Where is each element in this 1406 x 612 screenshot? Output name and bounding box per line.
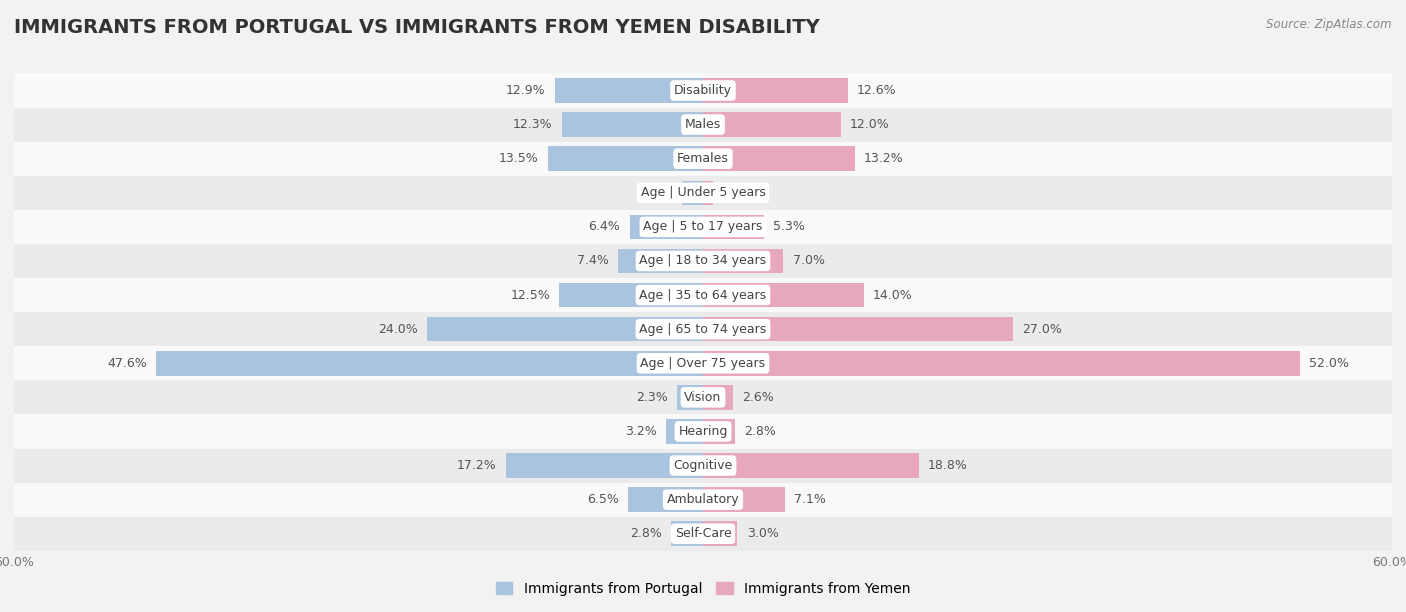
Legend: Immigrants from Portugal, Immigrants from Yemen: Immigrants from Portugal, Immigrants fro…: [491, 576, 915, 601]
Text: 3.0%: 3.0%: [747, 528, 779, 540]
Bar: [14, 244, 1392, 278]
Text: 3.2%: 3.2%: [626, 425, 657, 438]
Bar: [676, 385, 703, 409]
Bar: [14, 176, 1392, 210]
Text: 13.5%: 13.5%: [499, 152, 538, 165]
Text: IMMIGRANTS FROM PORTUGAL VS IMMIGRANTS FROM YEMEN DISABILITY: IMMIGRANTS FROM PORTUGAL VS IMMIGRANTS F…: [14, 18, 820, 37]
Bar: [671, 521, 703, 546]
Bar: [703, 78, 848, 103]
Text: 2.6%: 2.6%: [742, 391, 773, 404]
Text: Cognitive: Cognitive: [673, 459, 733, 472]
Text: 7.1%: 7.1%: [794, 493, 825, 506]
Text: 52.0%: 52.0%: [1309, 357, 1350, 370]
Text: Ambulatory: Ambulatory: [666, 493, 740, 506]
Text: Self-Care: Self-Care: [675, 528, 731, 540]
Bar: [628, 487, 703, 512]
Bar: [703, 419, 735, 444]
Text: 47.6%: 47.6%: [107, 357, 148, 370]
Text: Age | 35 to 64 years: Age | 35 to 64 years: [640, 289, 766, 302]
Bar: [703, 487, 785, 512]
Text: Age | 65 to 74 years: Age | 65 to 74 years: [640, 323, 766, 335]
Text: 6.5%: 6.5%: [588, 493, 619, 506]
Text: 6.4%: 6.4%: [589, 220, 620, 233]
Bar: [560, 283, 703, 307]
Bar: [703, 453, 920, 478]
Text: 1.8%: 1.8%: [641, 186, 673, 200]
Text: Age | 18 to 34 years: Age | 18 to 34 years: [640, 255, 766, 267]
Text: 18.8%: 18.8%: [928, 459, 967, 472]
Bar: [14, 108, 1392, 141]
Text: 12.6%: 12.6%: [856, 84, 897, 97]
Bar: [682, 181, 703, 205]
Text: Age | 5 to 17 years: Age | 5 to 17 years: [644, 220, 762, 233]
Bar: [14, 483, 1392, 517]
Bar: [14, 278, 1392, 312]
Text: 7.0%: 7.0%: [793, 255, 824, 267]
Text: Source: ZipAtlas.com: Source: ZipAtlas.com: [1267, 18, 1392, 31]
Bar: [703, 215, 763, 239]
Bar: [14, 210, 1392, 244]
Text: Hearing: Hearing: [678, 425, 728, 438]
Bar: [14, 517, 1392, 551]
Bar: [14, 449, 1392, 483]
Bar: [14, 73, 1392, 108]
Bar: [703, 521, 738, 546]
Bar: [703, 317, 1012, 341]
Text: 24.0%: 24.0%: [378, 323, 418, 335]
Text: Vision: Vision: [685, 391, 721, 404]
Text: 2.8%: 2.8%: [744, 425, 776, 438]
Bar: [619, 248, 703, 273]
Bar: [14, 414, 1392, 449]
Bar: [630, 215, 703, 239]
Text: Age | Over 75 years: Age | Over 75 years: [641, 357, 765, 370]
Bar: [14, 141, 1392, 176]
Text: 13.2%: 13.2%: [863, 152, 904, 165]
Bar: [427, 317, 703, 341]
Text: 12.3%: 12.3%: [513, 118, 553, 131]
Text: 2.8%: 2.8%: [630, 528, 662, 540]
Text: 7.4%: 7.4%: [576, 255, 609, 267]
Bar: [562, 113, 703, 137]
Bar: [703, 248, 783, 273]
Bar: [555, 78, 703, 103]
Bar: [703, 351, 1301, 376]
Text: 17.2%: 17.2%: [457, 459, 496, 472]
Text: Age | Under 5 years: Age | Under 5 years: [641, 186, 765, 200]
Bar: [703, 181, 713, 205]
Bar: [14, 312, 1392, 346]
Text: 27.0%: 27.0%: [1022, 323, 1062, 335]
Bar: [703, 146, 855, 171]
Text: 12.0%: 12.0%: [851, 118, 890, 131]
Bar: [548, 146, 703, 171]
Text: Males: Males: [685, 118, 721, 131]
Text: Females: Females: [678, 152, 728, 165]
Text: 5.3%: 5.3%: [773, 220, 804, 233]
Text: Disability: Disability: [673, 84, 733, 97]
Bar: [506, 453, 703, 478]
Text: 12.5%: 12.5%: [510, 289, 550, 302]
Text: 0.91%: 0.91%: [723, 186, 762, 200]
Bar: [666, 419, 703, 444]
Bar: [14, 346, 1392, 380]
Bar: [703, 283, 863, 307]
Text: 14.0%: 14.0%: [873, 289, 912, 302]
Text: 2.3%: 2.3%: [636, 391, 668, 404]
Bar: [156, 351, 703, 376]
Bar: [703, 113, 841, 137]
Bar: [703, 385, 733, 409]
Text: 12.9%: 12.9%: [506, 84, 546, 97]
Bar: [14, 380, 1392, 414]
